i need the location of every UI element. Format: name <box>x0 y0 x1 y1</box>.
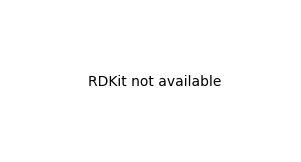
Text: RDKit not available: RDKit not available <box>88 75 221 89</box>
